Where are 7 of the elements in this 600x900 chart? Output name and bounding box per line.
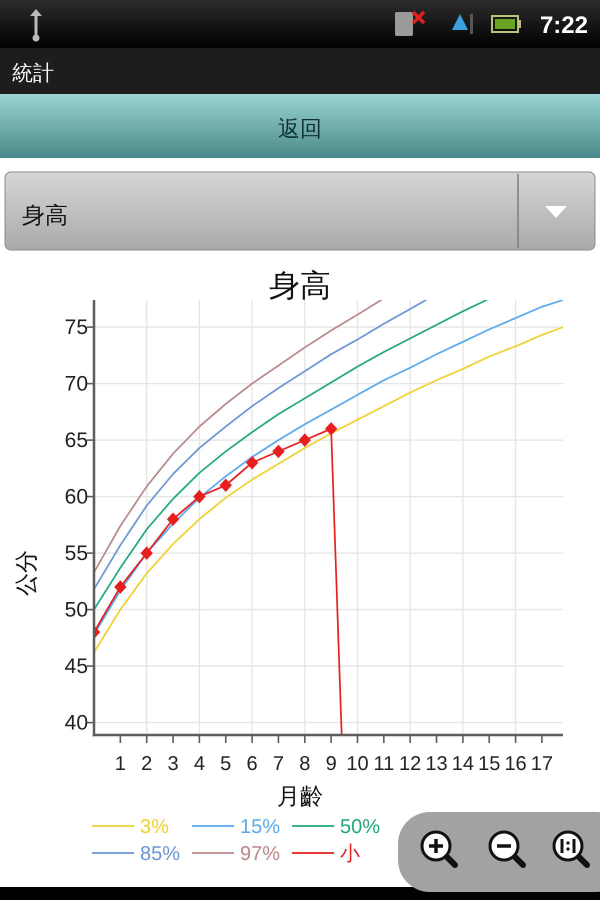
annotation: 身高: [22, 202, 68, 228]
annotation: 統計: [12, 62, 54, 85]
title: 身高: [269, 268, 331, 303]
annotation: 返回: [278, 116, 322, 141]
ylabel: 公分: [13, 550, 39, 596]
xlabel: 月齡: [277, 783, 323, 809]
annotation: 7:22: [540, 12, 588, 39]
